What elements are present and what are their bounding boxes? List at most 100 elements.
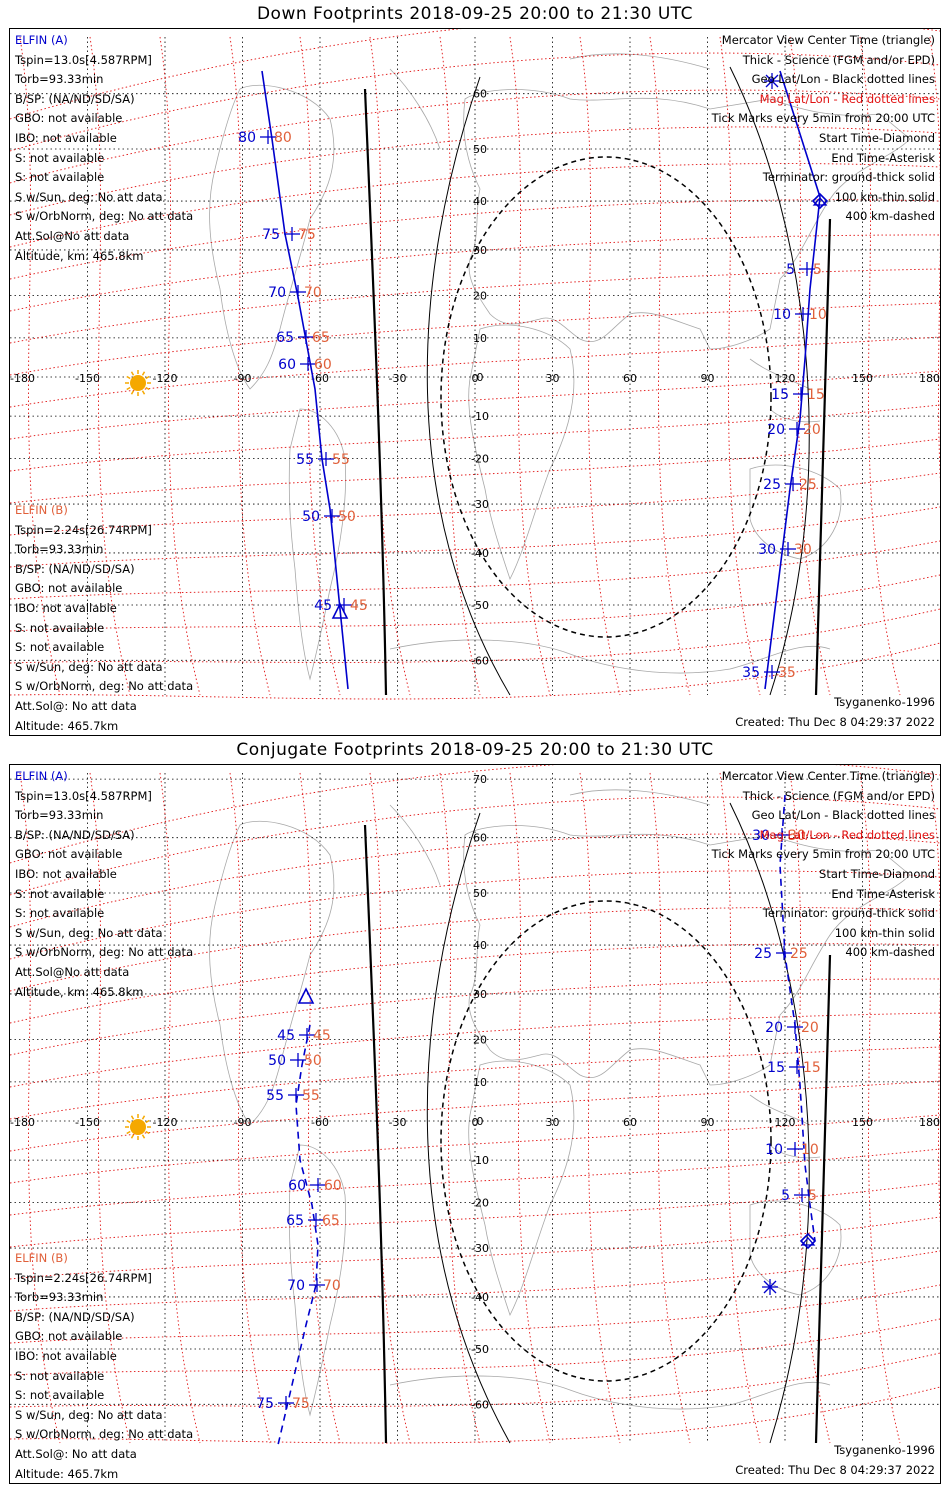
diamond-icon — [811, 192, 829, 210]
track-b-tick-label: 30 — [758, 542, 776, 558]
track-a-tick-label: 55 — [266, 1088, 284, 1104]
model-label: Tsyganenko-1996 — [834, 695, 935, 709]
info-line: Altitude, km: 465.8km — [15, 984, 144, 999]
info-line: Start Time-Diamond — [819, 866, 935, 881]
info-line: Terminator: ground-thick solid — [762, 170, 935, 185]
contour-100km-west — [426, 812, 511, 1444]
track-a-tick-mag-label: 45 — [350, 598, 368, 614]
lat-tick-label: -20 — [471, 452, 489, 465]
track-elfin-a — [261, 70, 349, 690]
track-b-tick-mag-label: 15 — [807, 387, 825, 403]
info-line: Thick - Science (FGM and/or EPD) — [742, 52, 935, 67]
info-line: Altitude, km: 465.8km — [15, 248, 144, 263]
mag-meridian — [299, 772, 341, 1444]
lon-tick-label: -120 — [153, 372, 178, 385]
elfin-a-info: ELFIN (A) Tspin=13.0s[4.587RPM] Torb=93.3… — [15, 31, 193, 266]
mag-meridian — [649, 36, 691, 696]
mag-meridian — [929, 772, 940, 1226]
sun-ray — [141, 371, 146, 376]
track-a-tick-label: 80 — [238, 130, 256, 146]
info-line: IBO: not available — [15, 600, 117, 615]
created-label: Created: Thu Dec 8 04:29:37 2022 — [735, 715, 935, 729]
mag-meridian — [579, 772, 621, 1444]
sun-ray — [145, 386, 150, 391]
lon-tick-label: 60 — [623, 1116, 637, 1129]
coastline-6 — [389, 639, 831, 674]
track-a-tick-label: 70 — [268, 285, 286, 301]
lat-tick-label: 20 — [473, 290, 487, 303]
track-b-tick-label: 20 — [765, 1020, 783, 1036]
info-line: Torb=93.33min — [15, 72, 104, 87]
track-a-tick-mag-label: 65 — [312, 330, 330, 346]
info-line: Att.Sol@No att data — [15, 964, 130, 979]
info-line: Terminator: ground-thick solid — [762, 906, 935, 921]
elfin-b-header: ELFIN (B) — [15, 1251, 68, 1265]
track-b-tick-label: 25 — [763, 477, 781, 493]
lat-tick-label: 60 — [473, 832, 487, 845]
lat-tick-label: 70 — [473, 773, 487, 786]
elfin-b-header: ELFIN (B) — [15, 503, 68, 517]
track-b-tick-mag-label: 20 — [801, 1020, 819, 1036]
mag-parallel — [10, 870, 940, 960]
info-line: Altitude: 465.7km — [15, 1466, 119, 1481]
info-line: S w/Sun, deg: No att data — [15, 659, 163, 674]
mag-meridian — [719, 772, 761, 1444]
asterisk-icon — [762, 1279, 778, 1295]
terminator-west — [363, 824, 388, 1444]
coastline-3 — [209, 84, 335, 390]
info-line: S w/OrbNorm, deg: No att data — [15, 679, 194, 694]
lat-tick-label: -50 — [471, 1343, 489, 1356]
down-footprints-map: -180 -150 -120 -90 -60 -30 0 30 60 90 120 150 180605… — [10, 29, 940, 700]
info-line: Tspin=13.0s[4.587RPM] — [15, 52, 152, 67]
info-line: S w/Sun, deg: No att data — [15, 1407, 163, 1422]
lat-tick-label: -50 — [471, 599, 489, 612]
track-b-tick-label: 20 — [767, 422, 785, 438]
sun-ray — [141, 390, 146, 395]
track-elfin-a — [277, 1024, 319, 1446]
mag-parallel — [10, 438, 940, 504]
down-footprints-panel: -180 -150 -120 -90 -60 -30 0 30 60 90 120 150 180 60 5… — [9, 28, 941, 736]
info-line: Tick Marks every 5min from 20:00 UTC — [711, 111, 935, 126]
lon-tick-label: 180 — [919, 1116, 940, 1129]
lon-tick-label: 90 — [701, 372, 715, 385]
mag-parallel — [10, 89, 940, 184]
info-line: 100 km-thin solid — [834, 925, 935, 940]
info-line: 100 km-thin solid — [834, 189, 935, 204]
track-a-tick-label: 75 — [256, 1396, 274, 1412]
track-b-tick-label: 10 — [773, 307, 791, 323]
track-a-tick-label: 50 — [268, 1053, 286, 1069]
coastline-2 — [749, 1200, 842, 1296]
track-b-tick-label: 35 — [742, 665, 760, 681]
contour-100km-west — [426, 76, 511, 696]
lat-tick-label: -40 — [471, 547, 489, 560]
mag-meridian — [579, 36, 621, 696]
sun-ray — [145, 375, 150, 380]
info-line: S: not available — [15, 640, 105, 655]
elfin-a-header: ELFIN (A) — [15, 33, 68, 47]
mag-parallel — [10, 302, 940, 376]
info-line: GBO: not available — [15, 1329, 123, 1344]
track-a-tick-mag-label: 65 — [322, 1213, 340, 1229]
coastline-4 — [288, 1144, 347, 1416]
track-elfin-b — [764, 70, 821, 690]
lat-tick-label: 0 — [477, 371, 484, 384]
lon-tick-label: 150 — [852, 1116, 873, 1129]
info-line: Att.Sol@No att data — [15, 228, 130, 243]
lon-tick-label: 0 — [472, 1116, 479, 1129]
track-a-tick-label: 50 — [302, 509, 320, 525]
mag-parallel — [10, 1080, 940, 1152]
panel-title-conjugate: Conjugate Footprints 2018-09-25 20:00 to… — [236, 740, 714, 760]
info-line: S w/OrbNorm, deg: No att data — [15, 209, 194, 224]
sun-ray — [145, 1130, 150, 1135]
track-a-tick-label: 70 — [287, 1278, 305, 1294]
info-line: Tick Marks every 5min from 20:00 UTC — [711, 847, 935, 862]
track-a-tick-label: 60 — [288, 1178, 306, 1194]
lat-tick-label: -20 — [471, 1196, 489, 1209]
lat-tick-label: 40 — [473, 195, 487, 208]
lon-tick-label: -90 — [234, 372, 252, 385]
sun-ray — [141, 1134, 146, 1139]
contour-100km-east — [729, 802, 810, 1444]
contour-400km — [440, 900, 772, 1382]
track-b-tick-mag-label: 30 — [794, 542, 812, 558]
info-line: B/SP: (NA/ND/SD/SA) — [15, 561, 135, 576]
